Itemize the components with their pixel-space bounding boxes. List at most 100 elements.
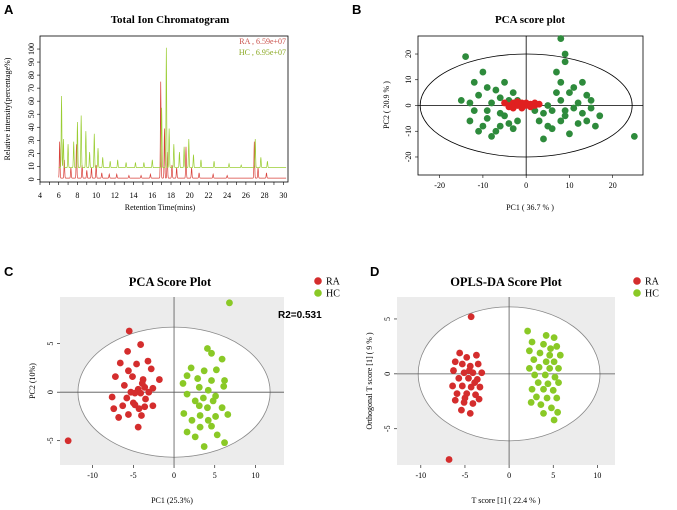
b-point-samples <box>557 78 565 86</box>
c-point-hc <box>195 402 203 410</box>
d-point-hc <box>551 373 559 381</box>
b-point-samples <box>479 68 487 76</box>
panel-d-oplsda-chart: D OPLS-DA Score Plot -10 -5 0 5 10 -5 0 5 T sc… <box>365 264 660 505</box>
d-point-hc <box>555 379 562 387</box>
b-point-samples <box>509 89 517 97</box>
c-x-tick-label: -5 <box>130 471 137 480</box>
c-point-ra <box>110 405 118 413</box>
c-point-hc <box>208 422 215 430</box>
b-point-samples <box>496 122 504 130</box>
a-y-tick-label: 50 <box>27 110 36 118</box>
b-point-samples <box>505 120 513 127</box>
b-point-samples <box>488 99 495 107</box>
d-point-ra <box>445 456 453 463</box>
b-x-tick-label: 0 <box>524 181 528 190</box>
d-point-ra <box>451 396 459 404</box>
c-x-tick-label: 5 <box>213 471 217 480</box>
a-y-tick-label: 0 <box>27 177 36 181</box>
b-x-tick-label: -20 <box>434 181 445 190</box>
d-point-hc <box>553 343 561 350</box>
b-point-samples <box>566 89 573 97</box>
legend-ra: RA , 6.59e+07 <box>239 37 286 46</box>
c-point-hc <box>204 345 211 352</box>
b-y-tick-label: 0 <box>404 104 413 108</box>
c-y-tick-label: 0 <box>46 390 55 394</box>
c-point-hc <box>199 394 207 402</box>
c-point-hc <box>204 404 211 412</box>
a-y-tick-label: 30 <box>27 136 36 144</box>
a-x-tick-label: 10 <box>92 191 100 200</box>
d-point-ra <box>458 382 466 390</box>
c-point-ra <box>119 402 127 410</box>
b-point-samples <box>540 109 547 117</box>
d-point-hc <box>549 386 557 394</box>
d-point-ra <box>450 367 457 374</box>
b-point-samples <box>466 117 474 125</box>
c-point-hc <box>200 367 208 375</box>
panel-d-x-ticks: -10 -5 0 5 10 <box>415 465 601 480</box>
c-point-ra <box>111 373 119 381</box>
d-point-hc <box>540 409 547 417</box>
d-point-hc <box>547 345 554 353</box>
b-point-samples <box>492 127 500 135</box>
panel-c-legend-hc-marker <box>314 289 322 297</box>
d-point-ra <box>473 351 480 359</box>
panel-d-legend-ra-label: RA <box>645 277 660 288</box>
c-point-ra <box>144 357 152 365</box>
panel-d-legend-hc-marker <box>633 289 641 297</box>
d-point-ra <box>475 395 483 403</box>
c-point-hc <box>183 372 191 380</box>
d-point-hc <box>536 349 544 357</box>
b-point-samples <box>501 78 508 86</box>
d-point-hc <box>550 334 558 342</box>
d-y-tick-label: -5 <box>383 425 392 432</box>
c-point-hc <box>221 439 228 447</box>
c-point-ra <box>131 401 139 409</box>
b-point-samples <box>466 99 474 107</box>
c-point-hc <box>220 382 228 390</box>
c-point-ra <box>116 359 124 367</box>
d-point-hc <box>534 379 542 387</box>
c-x-tick-label: 0 <box>172 471 176 480</box>
panel-d-legend: RA HC <box>633 277 660 300</box>
c-point-ra <box>125 327 133 335</box>
d-x-tick-label: 10 <box>593 471 601 480</box>
b-point-samples <box>540 135 547 143</box>
d-point-hc <box>556 351 564 359</box>
b-point-samples <box>475 127 482 135</box>
b-point-samples <box>470 107 478 115</box>
panel-c-letter: C <box>4 264 14 279</box>
panel-a-y-ticks: 0 10 20 30 40 50 60 70 80 90 100 <box>27 43 40 181</box>
b-point-samples <box>535 117 543 125</box>
b-point-samples <box>479 122 487 130</box>
c-point-hc <box>200 443 208 450</box>
b-point-samples <box>592 122 599 130</box>
d-point-ra <box>466 409 474 417</box>
b-point-samples <box>566 130 573 138</box>
a-series-line-ra <box>58 81 287 179</box>
c-point-hc <box>195 383 203 391</box>
c-point-hc <box>208 377 215 384</box>
c-y-tick-label: 5 <box>46 342 55 346</box>
a-x-tick-label: 16 <box>148 191 156 200</box>
b-point-samples <box>483 84 491 91</box>
b-point-samples <box>548 107 556 115</box>
panel-d-title: OPLS-DA Score Plot <box>450 275 562 289</box>
panel-b-ellipse <box>419 53 633 158</box>
d-point-hc <box>530 356 538 363</box>
d-point-hc <box>528 338 536 346</box>
d-point-hc <box>550 416 558 424</box>
c-point-ra <box>137 341 145 348</box>
panel-d-zero-lines <box>397 297 615 465</box>
d-point-ra <box>465 374 472 382</box>
a-x-tick-label: 30 <box>279 191 287 200</box>
b-point-qc <box>535 100 543 108</box>
d-point-ra <box>469 400 477 407</box>
b-point-samples <box>587 104 595 112</box>
b-x-tick-label: -10 <box>478 181 489 190</box>
b-point-samples <box>596 112 604 120</box>
d-point-hc <box>554 408 562 416</box>
c-point-hc <box>187 364 195 372</box>
c-point-hc <box>212 366 220 374</box>
b-y-tick-label: -20 <box>404 152 413 163</box>
